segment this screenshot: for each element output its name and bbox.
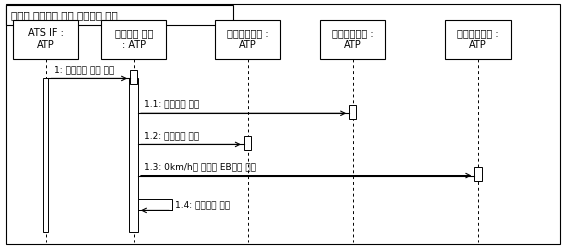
Text: 1.2: 열차속도 확인: 1.2: 열차속도 확인 xyxy=(143,131,199,140)
Text: 운전대 운영자에 의한 이동방향 전환: 운전대 운영자에 의한 이동방향 전환 xyxy=(11,10,118,20)
Text: 제동제어관리 :
ATP: 제동제어관리 : ATP xyxy=(457,28,499,50)
Text: 열차위치 관리
: ATP: 열차위치 관리 : ATP xyxy=(114,28,153,50)
Bar xyxy=(129,78,138,232)
Text: 열차속도관리 :
ATP: 열차속도관리 : ATP xyxy=(226,28,269,50)
Bar xyxy=(349,105,356,119)
Text: 1.4: 이동방향 결정: 1.4: 이동방향 결정 xyxy=(175,200,230,209)
Bar xyxy=(6,5,233,25)
Bar xyxy=(43,78,48,232)
Bar xyxy=(320,20,386,59)
Bar xyxy=(13,20,79,59)
Text: 운전모드관리 :
ATP: 운전모드관리 : ATP xyxy=(332,28,374,50)
Bar xyxy=(101,20,166,59)
Text: 1.1: 운전모드 확인: 1.1: 운전모드 확인 xyxy=(143,100,199,109)
Bar xyxy=(244,136,251,150)
Bar xyxy=(138,199,172,210)
Bar xyxy=(475,167,481,181)
Text: 1.3: 0km/h가 아니면 EB체결 요구: 1.3: 0km/h가 아니면 EB체결 요구 xyxy=(143,162,255,171)
Text: 1: 이동방향 전환 요구: 1: 이동방향 전환 요구 xyxy=(54,65,114,74)
Bar xyxy=(445,20,511,59)
Bar xyxy=(215,20,280,59)
Text: ATS IF :
ATP: ATS IF : ATP xyxy=(27,28,64,50)
Bar xyxy=(130,70,138,84)
